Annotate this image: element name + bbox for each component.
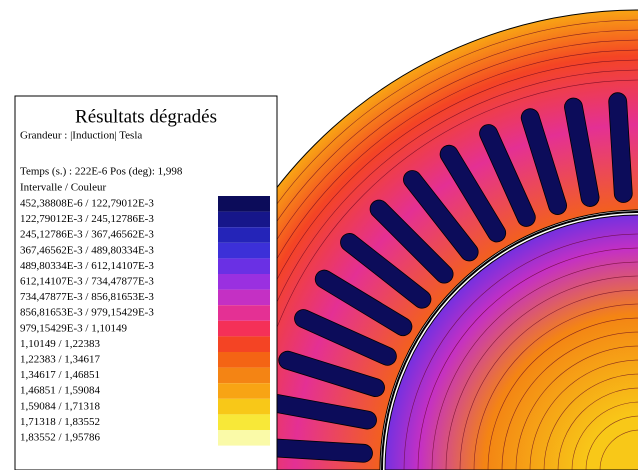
screenshot: Résultats dégradés Grandeur : |Induction… bbox=[0, 0, 638, 470]
legend-row-label: 979,15429E-3 / 1,10149 bbox=[20, 322, 127, 334]
legend-swatch bbox=[218, 368, 270, 384]
legend-swatch bbox=[218, 321, 270, 337]
legend-swatch bbox=[218, 243, 270, 259]
legend-swatch bbox=[218, 274, 270, 290]
legend-swatch bbox=[218, 196, 270, 212]
legend-row-label: 612,14107E-3 / 734,47877E-3 bbox=[20, 276, 154, 288]
legend-swatch bbox=[218, 430, 270, 446]
legend-row-label: 245,12786E-3 / 367,46562E-3 bbox=[20, 229, 154, 241]
legend-row-label: 367,46562E-3 / 489,80334E-3 bbox=[20, 244, 154, 256]
legend-time: Temps (s.) : 222E-6 Pos (deg): 1,998 bbox=[20, 166, 183, 178]
legend-row-label: 1,10149 / 1,22383 bbox=[20, 338, 101, 350]
legend-swatch bbox=[218, 383, 270, 399]
legend-row-label: 122,79012E-3 / 245,12786E-3 bbox=[20, 213, 154, 225]
legend-swatch bbox=[218, 336, 270, 352]
legend-swatch bbox=[218, 290, 270, 306]
legend-swatch bbox=[218, 305, 270, 321]
legend-row-label: 1,59084 / 1,71318 bbox=[20, 400, 101, 412]
legend-header: Intervalle / Couleur bbox=[20, 182, 106, 194]
legend-swatch bbox=[218, 227, 270, 243]
legend-row-label: 856,81653E-3 / 979,15429E-3 bbox=[20, 307, 154, 319]
legend-row-label: 1,71318 / 1,83552 bbox=[20, 416, 100, 428]
legend-row-label: 1,34617 / 1,46851 bbox=[20, 369, 100, 381]
legend-row-label: 1,22383 / 1,34617 bbox=[20, 354, 101, 366]
legend-swatch bbox=[218, 212, 270, 228]
legend-swatch bbox=[218, 399, 270, 415]
legend-row-label: 452,38808E-6 / 122,79012E-3 bbox=[20, 198, 154, 210]
legend-quantity: Grandeur : |Induction| Tesla bbox=[20, 130, 142, 142]
legend-swatch bbox=[218, 414, 270, 430]
legend-row-label: 1,83552 / 1,95786 bbox=[20, 432, 101, 444]
legend-row-label: 1,46851 / 1,59084 bbox=[20, 385, 101, 397]
legend-row-label: 489,80334E-3 / 612,14107E-3 bbox=[20, 260, 154, 272]
legend-swatch bbox=[218, 352, 270, 368]
legend-row-label: 734,47877E-3 / 856,81653E-3 bbox=[20, 291, 154, 303]
legend-title: Résultats dégradés bbox=[75, 106, 217, 127]
legend-swatch bbox=[218, 258, 270, 274]
